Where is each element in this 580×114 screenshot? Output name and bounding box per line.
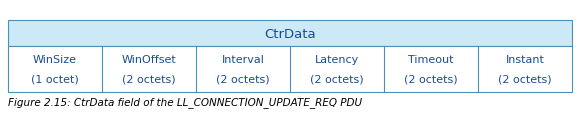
Bar: [8, 21, 572, 47]
Text: WinOffset: WinOffset: [122, 54, 176, 64]
Text: CtrData: CtrData: [264, 27, 316, 40]
Text: (1 octet): (1 octet): [31, 74, 79, 84]
Text: Instant: Instant: [506, 54, 545, 64]
Text: (2 octets): (2 octets): [498, 74, 552, 84]
Bar: [8, 47, 572, 92]
Text: (2 octets): (2 octets): [310, 74, 364, 84]
Text: WinSize: WinSize: [33, 54, 77, 64]
Text: (2 octets): (2 octets): [216, 74, 270, 84]
Text: Timeout: Timeout: [408, 54, 454, 64]
Text: Interval: Interval: [222, 54, 264, 64]
Text: (2 octets): (2 octets): [122, 74, 176, 84]
Text: Figure 2.15: CtrData field of the LL_CONNECTION_UPDATE_REQ PDU: Figure 2.15: CtrData field of the LL_CON…: [8, 96, 362, 107]
Text: (2 octets): (2 octets): [404, 74, 458, 84]
Text: Latency: Latency: [315, 54, 359, 64]
